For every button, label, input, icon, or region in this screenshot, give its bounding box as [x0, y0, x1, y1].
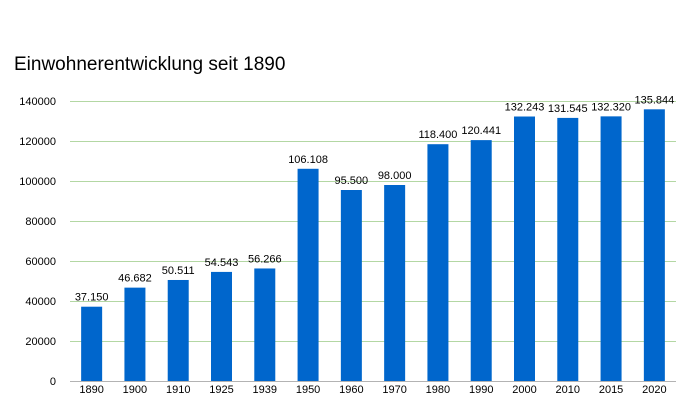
y-tick-label: 140000	[19, 96, 56, 108]
x-axis: 1890 1900 1910 1925 1939 1950 1960 1970 1980 1990…	[70, 381, 676, 396]
bar-value-label: 37.150	[75, 292, 109, 304]
y-axis: 0 20000 40000 60000 80000 100000 120000 140000	[19, 96, 56, 388]
bar	[557, 117, 579, 381]
y-tick-label: 100000	[19, 176, 56, 188]
bar	[340, 190, 362, 381]
x-tick-label: 1900	[123, 384, 147, 396]
bar	[254, 268, 276, 381]
bar-value-label: 56.266	[248, 253, 282, 265]
x-tick-label: 1910	[166, 384, 190, 396]
bar-value-label: 132.320	[591, 101, 631, 113]
x-tick-label: 2010	[556, 384, 580, 396]
bar	[643, 109, 665, 381]
x-tick-label: 1980	[426, 384, 450, 396]
bar	[167, 279, 189, 381]
bar-value-label: 98.000	[378, 170, 412, 182]
bar	[81, 306, 103, 381]
x-tick-label: 1925	[209, 384, 233, 396]
x-tick-label: 1939	[253, 384, 277, 396]
bar-value-label: 135.844	[634, 94, 674, 106]
data-labels: 37.150 46.682 50.511 54.543 56.266 106.108 95.…	[75, 94, 674, 303]
bar	[427, 144, 449, 381]
bar-value-label: 50.511	[162, 265, 195, 277]
bar	[211, 271, 232, 381]
bar	[384, 185, 406, 381]
bar-value-label: 131.545	[548, 103, 588, 115]
x-tick-label: 1990	[469, 384, 493, 396]
bar	[124, 287, 146, 381]
bar-value-label: 132.243	[505, 102, 545, 114]
x-tick-label: 2000	[512, 384, 536, 396]
x-tick-label: 1890	[79, 384, 103, 396]
bar-value-label: 106.108	[288, 154, 328, 166]
x-tick-label: 1960	[339, 384, 363, 396]
y-tick-label: 40000	[25, 296, 56, 308]
y-tick-label: 80000	[25, 216, 56, 228]
x-tick-label: 2015	[599, 384, 623, 396]
bar-value-label: 46.682	[118, 273, 152, 285]
bar	[514, 116, 535, 381]
gridlines	[70, 101, 676, 342]
y-tick-label: 20000	[25, 336, 56, 348]
x-tick-label: 1950	[296, 384, 320, 396]
bar-series	[81, 109, 665, 382]
y-tick-label: 120000	[19, 136, 56, 148]
x-tick-label: 1970	[382, 384, 406, 396]
bar	[600, 116, 622, 382]
bar-value-label: 118.400	[418, 129, 457, 141]
y-tick-label: 60000	[25, 256, 56, 268]
y-tick-label: 0	[50, 376, 56, 388]
bar	[297, 168, 319, 381]
chart-title: Einwohnerentwicklung seit 1890	[14, 54, 285, 75]
bar	[470, 140, 492, 381]
bar-value-label: 54.543	[205, 257, 239, 269]
bar-value-label: 120.441	[461, 125, 501, 137]
x-tick-label: 2020	[642, 384, 666, 396]
bar-value-label: 95.500	[335, 175, 369, 187]
